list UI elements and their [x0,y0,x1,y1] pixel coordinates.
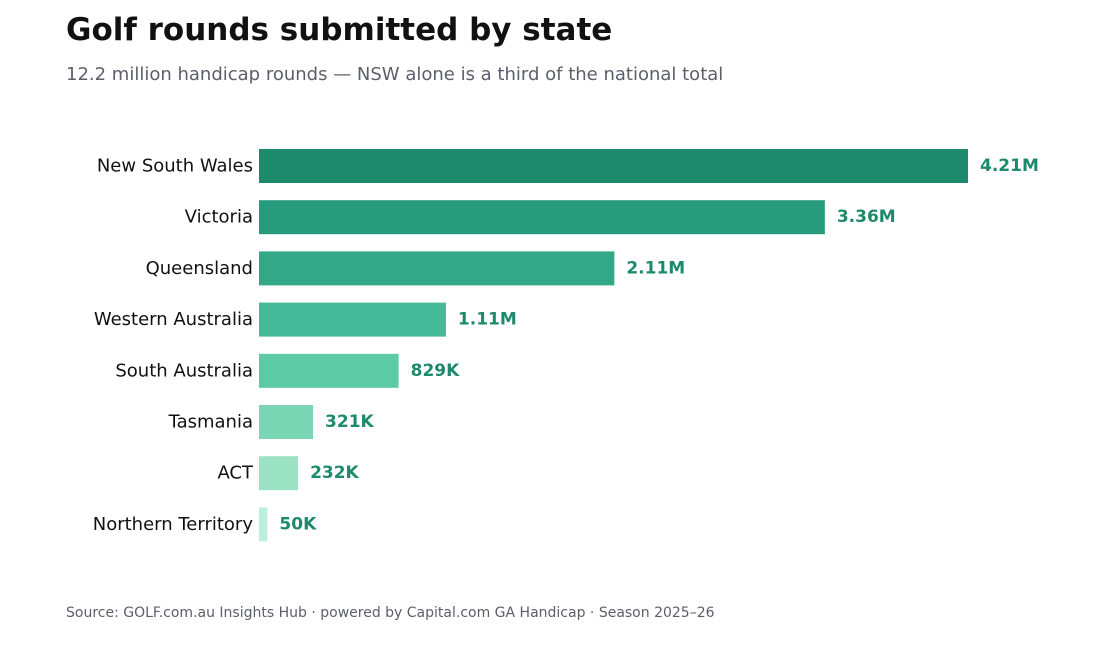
category-label: ACT [217,463,254,484]
category-label: Queensland [146,258,253,279]
bar [259,302,446,337]
bar [259,251,615,286]
value-label: 3.36M [837,207,896,227]
category-label: Tasmania [168,412,253,433]
category-label: South Australia [115,360,253,381]
bar [259,149,968,183]
bar [259,200,825,235]
value-label: 232K [310,463,359,483]
bar [259,456,299,491]
chart-subtitle: 12.2 million handicap rounds — NSW alone… [66,64,724,85]
bar [259,507,268,542]
chart-title: Golf rounds submitted by state [66,12,613,48]
bar [259,405,314,439]
category-label: Northern Territory [93,514,254,535]
value-label: 321K [325,412,374,432]
value-label: 4.21M [980,156,1039,176]
value-label: 50K [279,514,317,534]
value-label: 2.11M [626,258,685,278]
value-label: 1.11M [458,310,517,330]
bar [259,353,399,388]
source-footnote: Source: GOLF.com.au Insights Hub · power… [66,605,715,621]
category-label: Western Australia [94,309,253,330]
category-label: Victoria [185,207,253,228]
category-label: New South Wales [97,156,253,177]
value-label: 829K [411,361,460,381]
